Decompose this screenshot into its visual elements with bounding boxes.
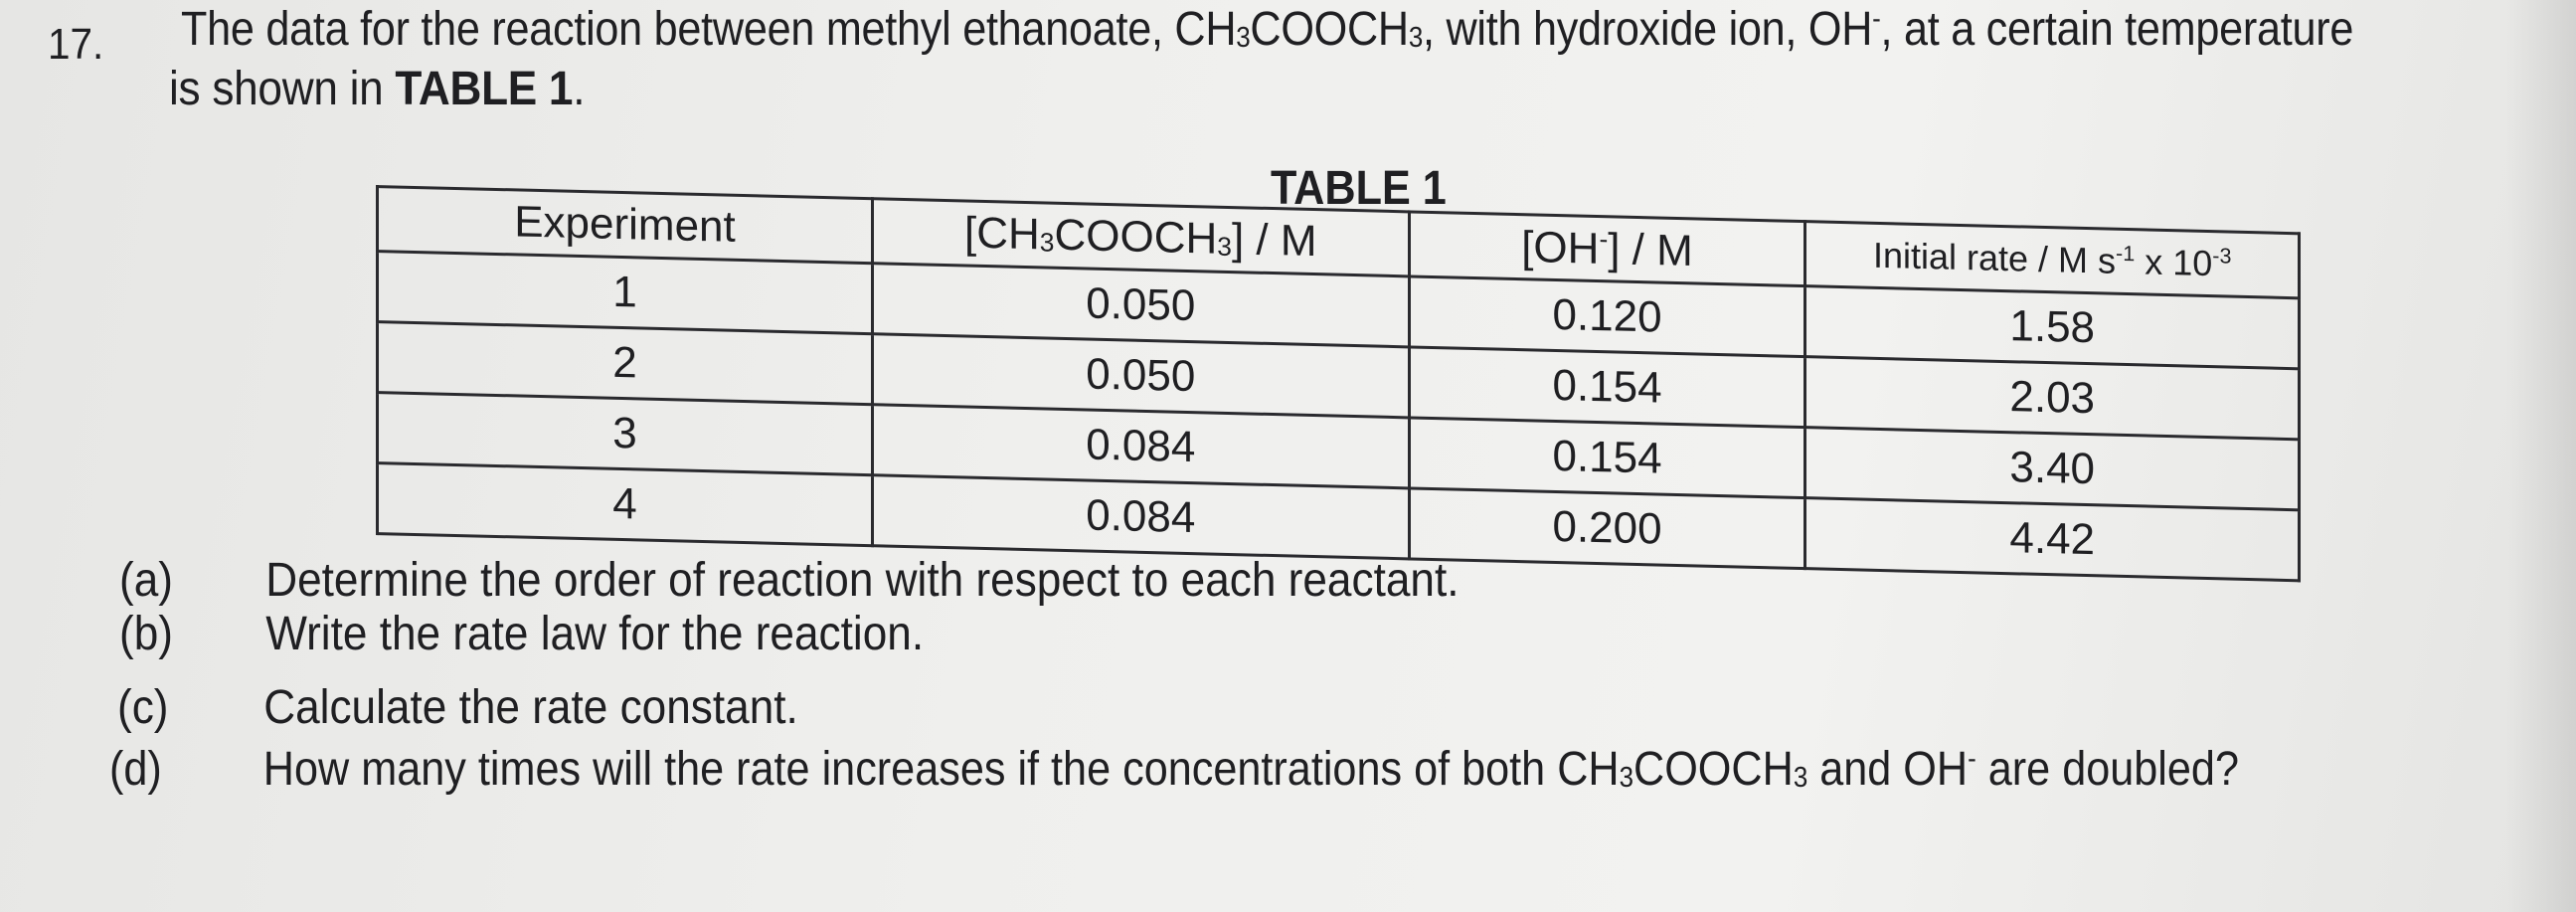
cell-ester: 0.084: [872, 404, 1410, 488]
question-intro-line-2: is shown in TABLE 1.: [169, 63, 586, 115]
part-b: (b) Write the rate law for the reaction.: [119, 607, 924, 661]
cell-experiment: 2: [377, 321, 873, 405]
question-intro-line-1: The data for the reaction between methyl…: [181, 3, 2354, 56]
cell-ester: 0.050: [872, 333, 1410, 418]
rate-data-table: Experiment [CH3COOCH3] / M [OH-] / M Ini…: [376, 185, 2301, 582]
question-number: 17.: [48, 20, 104, 69]
cell-experiment: 1: [377, 251, 873, 334]
part-label: (d): [109, 743, 162, 796]
cell-rate: 1.58: [1804, 285, 2300, 369]
part-text: Determine the order of reaction with res…: [265, 554, 1460, 607]
cell-experiment: 3: [377, 392, 873, 475]
part-text: How many times will the rate increases i…: [262, 743, 2239, 796]
header-experiment: Experiment: [377, 186, 873, 264]
part-label: (c): [117, 681, 169, 734]
header-initial-rate: Initial rate / M s-1 x 10-3: [1804, 221, 2300, 298]
part-c: (c) Calculate the rate constant.: [117, 680, 798, 735]
part-text: Write the rate law for the reaction.: [265, 608, 925, 660]
page-edge-shadow: [2506, 0, 2576, 912]
part-text: Calculate the rate constant.: [263, 681, 798, 734]
part-label: (b): [119, 608, 173, 660]
cell-hydroxide: 0.154: [1409, 417, 1805, 498]
cell-ester: 0.050: [872, 263, 1410, 347]
cell-hydroxide: 0.120: [1409, 275, 1805, 357]
cell-rate: 2.03: [1804, 356, 2300, 440]
cell-ester: 0.084: [872, 474, 1410, 559]
cell-experiment: 4: [377, 462, 873, 546]
cell-rate: 3.40: [1804, 427, 2300, 510]
header-hydroxide-concentration: [OH-] / M: [1409, 211, 1805, 286]
part-a: (a) Determine the order of reaction with …: [119, 553, 1459, 608]
part-d: (d) How many times will the rate increase…: [109, 742, 2239, 797]
table-caption: TABLE 1: [1271, 162, 1447, 215]
part-label: (a): [119, 554, 173, 607]
cell-hydroxide: 0.200: [1409, 487, 1805, 569]
cell-hydroxide: 0.154: [1409, 346, 1805, 428]
cell-rate: 4.42: [1804, 497, 2300, 581]
